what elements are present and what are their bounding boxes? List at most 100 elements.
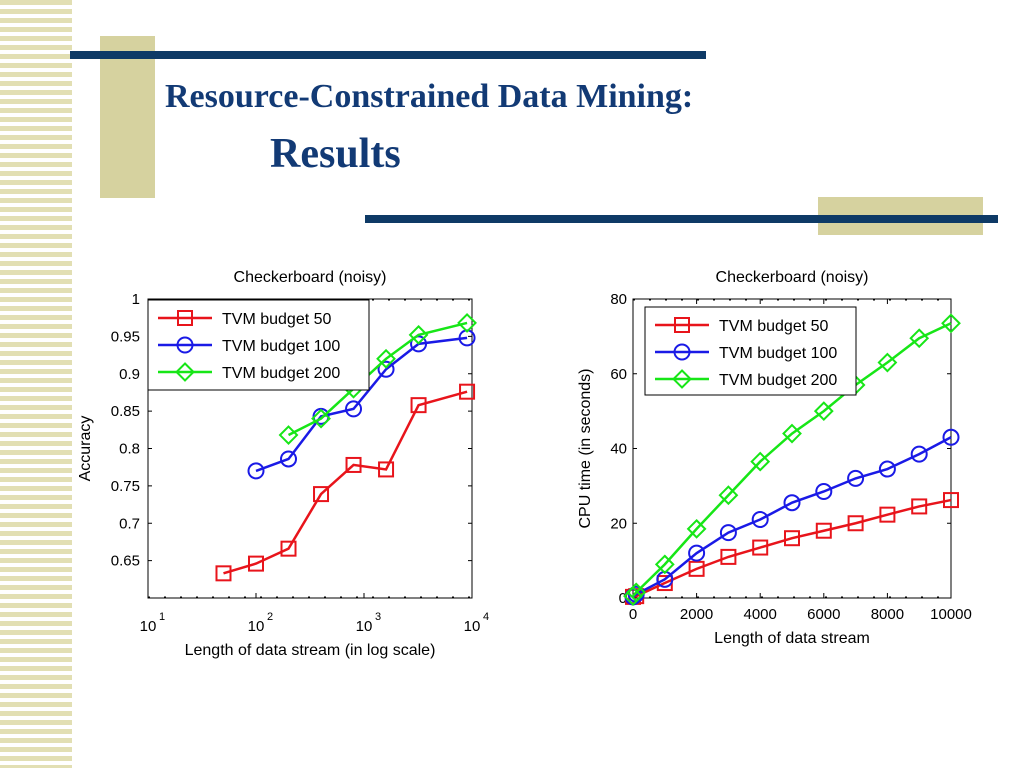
- data-point: [377, 360, 395, 378]
- slide-title: Resource-Constrained Data Mining:: [165, 78, 694, 115]
- data-point: [686, 518, 707, 539]
- data-point: [626, 582, 647, 603]
- data-point: [459, 383, 476, 400]
- legend-marker: [674, 317, 690, 333]
- y-tick-label: 0.9: [119, 366, 140, 383]
- legend: TVM budget 50 TVM budget 100 TVM budget 20…: [147, 299, 370, 391]
- y-tick-label: 0: [619, 590, 627, 607]
- data-point: [280, 450, 298, 468]
- chart-title: Checkerboard (noisy): [234, 269, 387, 286]
- data-point: [941, 313, 961, 334]
- data-point: [782, 423, 802, 444]
- x-tick-label: 10: [356, 618, 373, 635]
- legend-label: TVM budget 200: [222, 365, 340, 382]
- data-point: [750, 451, 771, 472]
- legend-label: TVM budget 50: [222, 311, 332, 328]
- x-tick-label: 8000: [871, 606, 904, 623]
- data-point: [720, 548, 737, 565]
- data-point: [215, 565, 232, 582]
- data-point: [784, 530, 800, 547]
- data-point: [280, 540, 297, 557]
- data-point: [815, 482, 833, 500]
- data-point: [813, 401, 834, 422]
- x-axis-label: Length of data stream (in log scale): [185, 642, 436, 659]
- y-tick-label: 60: [610, 366, 627, 383]
- series-line: [632, 436, 952, 598]
- x-tick-label: 6000: [807, 606, 840, 623]
- y-tick-label: 0.65: [111, 553, 140, 570]
- data-point: [815, 522, 832, 539]
- y-tick-label: 0.85: [111, 403, 140, 420]
- x-tick-label-exponent: 2: [267, 611, 273, 623]
- y-tick-label: 40: [610, 441, 627, 458]
- data-point: [376, 348, 396, 369]
- chart-title: Checkerboard (noisy): [716, 269, 869, 286]
- data-point: [278, 425, 299, 445]
- y-tick-label: 20: [610, 515, 627, 532]
- data-point: [911, 498, 928, 515]
- y-axis-label: Accuracy: [77, 416, 94, 482]
- x-tick-label: 10: [248, 618, 265, 635]
- y-tick-label: 0.75: [111, 478, 140, 495]
- decorative-stripes: [0, 0, 72, 768]
- legend-marker: [177, 310, 193, 326]
- data-point: [752, 539, 769, 556]
- legend-marker: [176, 336, 194, 354]
- data-point: [878, 460, 896, 478]
- y-tick-label: 1: [132, 291, 140, 308]
- data-point: [345, 456, 362, 473]
- data-point: [719, 524, 737, 542]
- data-point: [847, 469, 865, 487]
- decorative-navy-bar-top: [70, 51, 706, 59]
- data-point: [879, 506, 896, 523]
- x-tick-label-exponent: 4: [483, 611, 489, 623]
- decorative-tan-block-left: [100, 36, 155, 198]
- x-tick-label-exponent: 3: [375, 611, 381, 623]
- legend: TVM budget 50 TVM budget 100 TVM budget 20…: [644, 306, 857, 396]
- data-point: [408, 324, 429, 345]
- x-tick-label: 0: [629, 606, 637, 623]
- y-tick-label: 0.7: [119, 515, 140, 532]
- series-line: [223, 390, 468, 575]
- data-point: [909, 328, 930, 349]
- decorative-navy-bar-bottom: [365, 215, 998, 223]
- data-point: [910, 445, 928, 463]
- x-tick-label: 10000: [930, 606, 972, 623]
- data-point: [942, 428, 960, 446]
- data-point: [943, 492, 959, 509]
- slide-subtitle: Results: [270, 131, 401, 177]
- data-point: [378, 461, 395, 478]
- series-tvm-budget-200: [623, 313, 961, 607]
- data-point: [847, 515, 864, 532]
- legend-label: TVM budget 100: [719, 345, 837, 362]
- data-point: [654, 554, 675, 575]
- data-point: [313, 486, 330, 503]
- legend-marker: [673, 343, 691, 361]
- data-point: [410, 397, 427, 414]
- data-point: [688, 544, 706, 562]
- legend-marker: [672, 369, 692, 389]
- x-tick-label: 10: [464, 618, 481, 635]
- x-tick-label-exponent: 1: [159, 611, 165, 623]
- data-point: [783, 494, 801, 512]
- data-point: [248, 555, 264, 572]
- y-tick-label: 80: [610, 291, 627, 308]
- x-tick-label: 4000: [744, 606, 777, 623]
- data-point: [311, 408, 331, 429]
- series-tvm-budget-50: [215, 383, 476, 582]
- x-axis-label: Length of data stream: [714, 630, 870, 647]
- data-point: [688, 560, 705, 577]
- y-tick-label: 0.8: [119, 441, 140, 458]
- data-point: [345, 400, 363, 418]
- y-axis-label: CPU time (in seconds): [577, 368, 594, 528]
- x-tick-label: 2000: [680, 606, 713, 623]
- y-tick-label: 0.95: [111, 328, 140, 345]
- data-point: [247, 462, 265, 480]
- legend-label: TVM budget 50: [719, 318, 829, 335]
- data-point: [751, 511, 769, 529]
- data-point: [718, 485, 739, 506]
- legend-label: TVM budget 200: [719, 372, 837, 389]
- data-point: [877, 352, 898, 373]
